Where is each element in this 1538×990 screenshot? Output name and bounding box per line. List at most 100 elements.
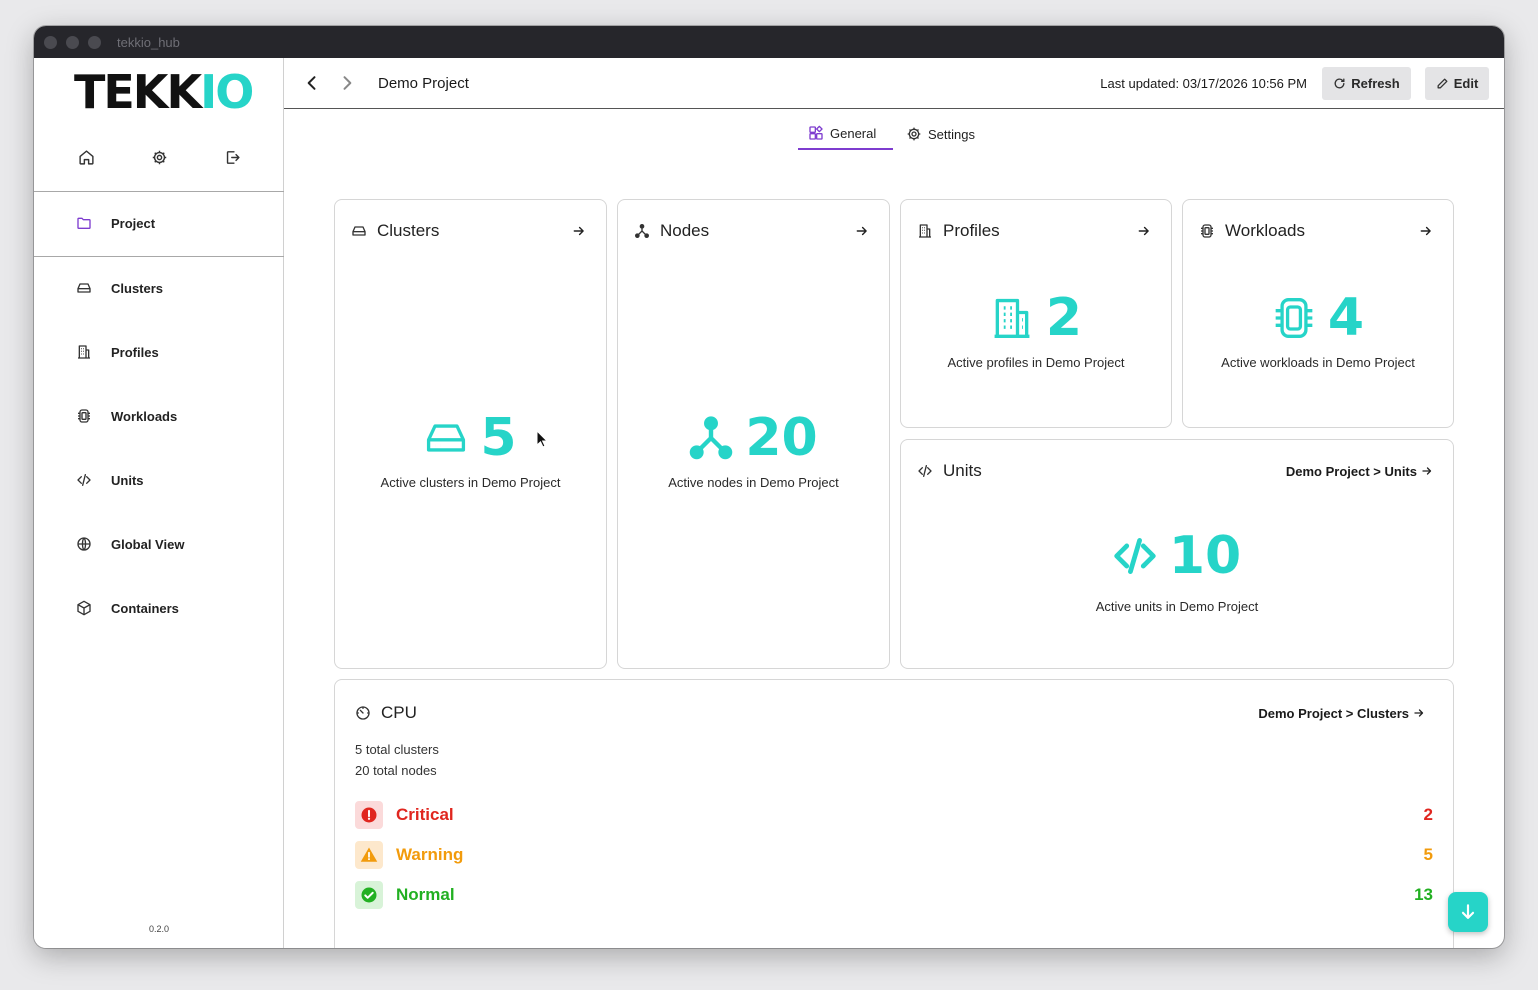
mouse-cursor-icon — [536, 430, 548, 448]
units-link-label: Demo Project > Units — [1285, 463, 1417, 479]
status-row-warning: Warning 5 — [355, 841, 1433, 869]
dashboard-icon — [809, 125, 823, 140]
arrow-right-icon[interactable] — [1137, 224, 1151, 238]
sidebar-item-clusters[interactable]: Clusters — [34, 268, 283, 308]
sidebar-item-label: Profiles — [111, 344, 159, 360]
sidebar-item-label: Workloads — [111, 408, 178, 424]
sidebar-item-project[interactable]: Project — [34, 203, 283, 243]
arrow-right-icon[interactable] — [572, 224, 586, 238]
building-icon — [994, 298, 1030, 338]
folder-icon — [75, 214, 93, 232]
arrow-right-icon[interactable] — [1419, 224, 1433, 238]
tab-general[interactable]: General — [798, 118, 893, 150]
nodes-subtitle: Active nodes in Demo Project — [668, 475, 839, 490]
nodes-icon — [634, 222, 652, 240]
refresh-icon — [1334, 78, 1345, 89]
workloads-subtitle: Active workloads in Demo Project — [1221, 355, 1415, 370]
status-count: 5 — [1423, 845, 1433, 864]
sidebar-item-label: Global View — [111, 536, 185, 552]
status-row-critical: Critical 2 — [355, 801, 1433, 829]
logout-button[interactable] — [221, 146, 243, 168]
tab-settings[interactable]: Settings — [896, 118, 996, 150]
back-arrow-icon[interactable] — [302, 73, 322, 93]
clusters-breadcrumb-link[interactable]: Demo Project > Clusters — [1258, 706, 1425, 721]
card-title: Nodes — [660, 221, 710, 240]
card-title: CPU — [381, 703, 417, 722]
sidebar-item-label: Units — [111, 472, 144, 488]
sidebar-item-workloads[interactable]: Workloads — [34, 396, 283, 436]
hard-drive-icon — [351, 222, 369, 240]
sidebar-item-profiles[interactable]: Profiles — [34, 332, 283, 372]
minimize-window-button[interactable] — [66, 35, 79, 49]
sidebar-item-containers[interactable]: Containers — [34, 588, 283, 628]
app-window: tekkio_hub TEKKIO Project — [34, 26, 1504, 948]
warning-badge — [355, 841, 383, 869]
workloads-card: Workloads 4 Active workloads in Demo Pro… — [1182, 199, 1454, 428]
hard-drive-icon — [427, 424, 466, 452]
logout-icon — [226, 150, 240, 164]
window-title: tekkio_hub — [117, 34, 180, 50]
code-icon — [917, 462, 935, 480]
card-title: Units — [943, 461, 982, 480]
sidebar-divider — [34, 256, 284, 257]
profiles-card: Profiles 2 Active profiles in Demo Proje… — [900, 199, 1172, 428]
last-updated-text: Last updated: 03/17/2026 10:56 PM — [1100, 76, 1307, 91]
hard-drive-icon — [75, 279, 93, 297]
forward-arrow-icon[interactable] — [337, 73, 357, 93]
building-icon — [75, 343, 93, 361]
box-icon — [75, 599, 93, 617]
cpu-chip-icon — [1275, 298, 1313, 338]
close-window-button[interactable] — [44, 35, 57, 49]
cpu-chip-icon — [75, 407, 93, 425]
cpu-card: CPU Demo Project > Clusters 5 total clus… — [334, 679, 1454, 948]
arrow-right-icon — [1414, 709, 1424, 717]
units-count: 10 — [1168, 526, 1242, 586]
edit-label: Edit — [1453, 76, 1479, 91]
code-icon — [1114, 538, 1156, 574]
status-count: 2 — [1423, 805, 1433, 824]
gauge-icon — [355, 704, 373, 722]
clusters-card: Clusters 5 Active clusters in Demo Proje… — [334, 199, 607, 669]
warning-triangle-icon — [360, 847, 378, 862]
sidebar-divider — [34, 191, 284, 192]
titlebar: tekkio_hub — [34, 26, 1504, 58]
home-icon — [78, 149, 94, 165]
check-circle-icon — [361, 887, 377, 903]
settings-button[interactable] — [148, 146, 170, 168]
code-icon — [75, 471, 93, 489]
refresh-button[interactable]: Refresh — [1322, 67, 1411, 100]
units-card: Units Demo Project > Units 10 Active uni… — [900, 439, 1454, 669]
card-title: Profiles — [943, 221, 1000, 240]
status-label: Critical — [396, 805, 454, 824]
sidebar-item-units[interactable]: Units — [34, 460, 283, 500]
card-title: Workloads — [1225, 221, 1305, 240]
nodes-stat: 20 — [618, 412, 889, 464]
arrow-down-icon — [1461, 904, 1475, 919]
gear-icon — [152, 150, 166, 164]
globe-icon — [75, 535, 93, 553]
pencil-icon — [1437, 78, 1448, 89]
nodes-icon — [690, 416, 733, 460]
sidebar-item-global-view[interactable]: Global View — [34, 524, 283, 564]
normal-badge — [355, 881, 383, 909]
clusters-stat: 5 — [335, 412, 606, 464]
arrow-right-icon — [1422, 467, 1432, 475]
sidebar: TEKKIO Project Clusters — [34, 58, 284, 948]
tab-label: Settings — [928, 126, 975, 142]
units-breadcrumb-link[interactable]: Demo Project > Units — [1286, 464, 1433, 479]
refresh-label: Refresh — [1351, 76, 1400, 91]
clusters-count: 5 — [480, 408, 517, 468]
edit-button[interactable]: Edit — [1425, 67, 1489, 100]
arrow-right-icon[interactable] — [855, 224, 869, 238]
home-button[interactable] — [75, 146, 97, 168]
status-label: Warning — [396, 845, 464, 864]
profiles-stat: 2 — [901, 292, 1171, 344]
units-stat: 10 — [901, 530, 1453, 582]
zoom-window-button[interactable] — [88, 35, 101, 49]
units-subtitle: Active units in Demo Project — [1095, 599, 1259, 614]
sidebar-item-label: Containers — [111, 600, 179, 616]
scroll-down-button[interactable] — [1448, 892, 1488, 932]
status-row-normal: Normal 13 — [355, 881, 1433, 909]
building-icon — [917, 222, 935, 240]
alert-circle-icon — [361, 807, 377, 823]
